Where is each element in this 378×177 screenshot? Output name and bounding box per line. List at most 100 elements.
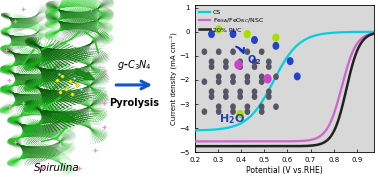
Polygon shape: [1, 33, 36, 42]
Polygon shape: [19, 154, 74, 163]
Polygon shape: [1, 70, 37, 93]
Polygon shape: [36, 112, 75, 133]
Polygon shape: [13, 45, 17, 74]
Polygon shape: [96, 7, 101, 35]
Polygon shape: [15, 12, 49, 22]
Polygon shape: [15, 116, 32, 144]
Polygon shape: [51, 129, 68, 156]
Polygon shape: [14, 125, 71, 126]
Polygon shape: [34, 58, 52, 91]
Polygon shape: [93, 18, 102, 45]
Polygon shape: [8, 120, 57, 135]
Polygon shape: [21, 154, 75, 164]
Polygon shape: [59, 13, 113, 24]
Polygon shape: [37, 38, 46, 72]
Polygon shape: [17, 87, 69, 99]
Polygon shape: [61, 12, 113, 25]
Polygon shape: [70, 13, 114, 31]
Polygon shape: [48, 15, 79, 39]
Polygon shape: [9, 13, 14, 33]
Polygon shape: [2, 34, 25, 50]
Polygon shape: [11, 13, 12, 33]
Polygon shape: [30, 136, 76, 153]
Polygon shape: [38, 77, 105, 86]
Polygon shape: [18, 41, 48, 54]
Polygon shape: [23, 110, 80, 130]
Polygon shape: [9, 45, 23, 73]
Polygon shape: [4, 30, 21, 48]
Polygon shape: [3, 35, 42, 38]
Polygon shape: [8, 16, 47, 20]
Polygon shape: [9, 13, 14, 33]
Polygon shape: [9, 121, 42, 145]
Polygon shape: [15, 24, 48, 35]
Polygon shape: [30, 102, 56, 134]
Polygon shape: [51, 12, 73, 39]
Polygon shape: [47, 36, 58, 64]
Polygon shape: [25, 131, 76, 145]
Polygon shape: [89, 6, 105, 34]
Polygon shape: [37, 99, 47, 133]
Polygon shape: [60, 55, 109, 80]
Polygon shape: [36, 134, 76, 154]
Polygon shape: [57, 1, 65, 29]
Polygon shape: [87, 18, 107, 44]
Polygon shape: [27, 22, 45, 39]
Polygon shape: [35, 56, 65, 80]
Polygon shape: [10, 45, 21, 73]
Polygon shape: [45, 0, 98, 11]
Polygon shape: [13, 157, 71, 158]
Polygon shape: [34, 107, 75, 128]
Polygon shape: [28, 22, 45, 40]
Polygon shape: [73, 72, 104, 103]
Polygon shape: [25, 54, 93, 63]
Polygon shape: [20, 22, 48, 37]
Polygon shape: [52, 28, 110, 31]
Polygon shape: [62, 96, 108, 122]
Polygon shape: [35, 39, 40, 59]
Polygon shape: [45, 6, 87, 26]
Polygon shape: [52, 148, 67, 176]
Polygon shape: [3, 53, 61, 57]
Polygon shape: [56, 0, 65, 18]
Polygon shape: [19, 86, 69, 100]
Polygon shape: [50, 38, 110, 57]
Polygon shape: [26, 42, 68, 62]
Polygon shape: [93, 0, 103, 24]
Polygon shape: [10, 121, 40, 145]
Polygon shape: [39, 79, 45, 113]
Polygon shape: [52, 0, 70, 18]
Polygon shape: [0, 96, 50, 110]
Polygon shape: [26, 97, 94, 104]
Polygon shape: [82, 68, 97, 102]
Polygon shape: [25, 85, 90, 99]
Polygon shape: [48, 10, 105, 15]
Polygon shape: [30, 130, 76, 147]
Polygon shape: [67, 22, 113, 38]
Polygon shape: [41, 95, 62, 122]
Polygon shape: [2, 35, 26, 50]
Polygon shape: [29, 48, 99, 52]
Polygon shape: [34, 48, 104, 50]
Polygon shape: [2, 89, 33, 113]
Polygon shape: [9, 100, 43, 123]
Polygon shape: [3, 93, 60, 98]
Polygon shape: [11, 65, 20, 93]
Polygon shape: [19, 65, 69, 80]
Polygon shape: [31, 41, 67, 63]
Polygon shape: [4, 33, 20, 51]
Polygon shape: [0, 39, 36, 48]
Polygon shape: [14, 42, 48, 52]
Polygon shape: [58, 1, 63, 29]
Polygon shape: [39, 107, 107, 115]
Polygon shape: [23, 8, 48, 24]
Polygon shape: [8, 13, 15, 32]
Polygon shape: [5, 18, 45, 19]
Polygon shape: [1, 100, 57, 107]
Polygon shape: [18, 28, 49, 41]
Polygon shape: [36, 22, 40, 42]
Polygon shape: [75, 48, 102, 79]
Polygon shape: [0, 98, 53, 109]
Polygon shape: [13, 89, 68, 98]
Polygon shape: [57, 35, 109, 58]
